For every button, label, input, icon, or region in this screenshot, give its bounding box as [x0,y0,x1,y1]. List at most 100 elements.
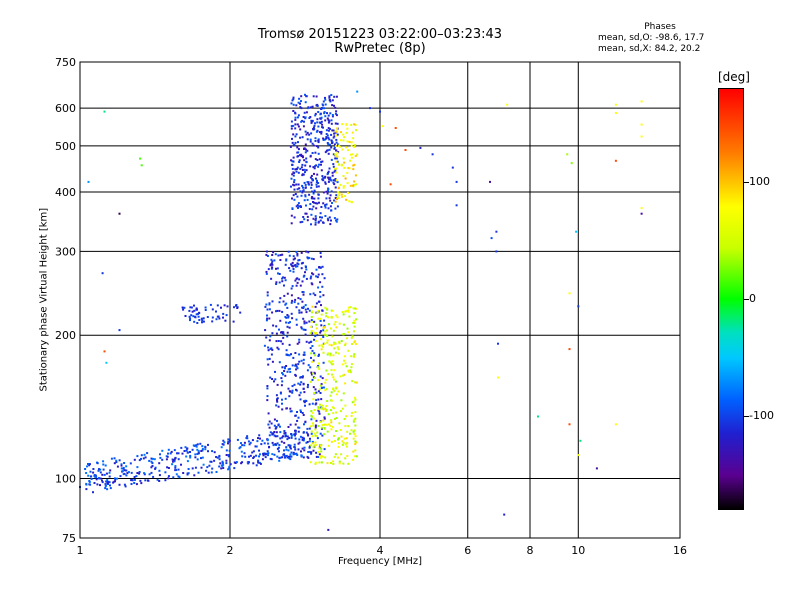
data-point [305,148,307,151]
data-point [196,322,199,324]
data-point [268,303,271,306]
data-point [295,170,298,173]
data-point [314,165,316,168]
data-point [248,455,250,458]
data-point [308,133,311,136]
data-point [285,349,288,352]
data-point [326,134,329,137]
data-point [320,132,323,135]
data-point [286,370,289,373]
data-point [158,469,161,472]
data-point [295,284,298,287]
data-point [307,251,310,254]
data-point [315,451,318,454]
data-point [266,387,269,390]
y-tick-label: 75 [62,532,76,545]
data-point [305,111,308,114]
data-point [308,208,311,210]
data-point [221,460,224,463]
data-point [287,315,290,318]
data-point [285,302,288,305]
data-point [322,386,325,389]
x-tick-label: 16 [673,544,687,557]
data-point [345,198,348,201]
data-point [197,315,200,318]
data-point [87,180,90,183]
data-point [103,473,106,476]
data-point [310,432,313,435]
data-point [302,358,305,361]
data-point [497,342,499,345]
data-point [313,201,316,204]
data-point [286,456,289,459]
data-point [311,402,314,405]
data-point [347,331,350,334]
data-point [292,194,295,197]
data-point [394,127,397,129]
data-point [314,305,317,308]
data-point [150,471,153,474]
data-point [286,435,289,438]
data-point [329,194,332,197]
data-point [293,181,296,184]
data-point [101,272,104,275]
data-point [311,283,314,286]
data-point [167,477,170,480]
data-point [329,223,332,226]
data-point [347,306,350,309]
data-point [263,344,266,347]
data-point [202,317,205,320]
data-point [353,433,356,435]
data-point [251,439,254,442]
data-point [342,462,345,465]
data-point [311,119,314,122]
data-point [321,216,323,219]
data-point [328,120,331,123]
data-point [325,405,328,407]
data-point [330,363,333,366]
data-point [317,451,320,454]
data-point [280,331,283,334]
data-point [353,312,356,315]
data-point [288,436,291,439]
data-point [303,168,306,171]
data-point [297,141,299,144]
data-point [353,330,356,333]
data-point [317,138,320,141]
data-point [332,181,335,184]
data-point [291,391,294,394]
data-point [283,370,286,372]
data-point [341,440,344,443]
data-point [299,128,302,131]
data-point [275,426,278,428]
data-point [329,112,332,115]
data-point [198,319,201,321]
data-point [206,466,209,469]
data-point [309,347,312,350]
data-point [318,461,321,464]
data-point [332,136,335,139]
data-point [258,455,260,458]
data-point [216,456,219,459]
data-point [177,458,180,461]
data-point [304,328,307,331]
data-point [321,407,324,409]
data-point [299,102,301,105]
data-point [298,161,301,163]
data-point [106,480,109,483]
data-point [196,458,199,461]
data-point [274,443,277,446]
data-point [326,339,329,342]
data-point [288,457,291,460]
data-point [299,435,302,438]
data-point [350,141,353,144]
data-point [324,182,327,185]
data-point [319,375,322,378]
data-point [286,325,289,328]
data-point [285,365,288,367]
data-point [312,128,315,130]
data-point [225,462,228,465]
data-point [302,414,305,416]
data-point [225,459,228,462]
data-point [342,323,345,326]
